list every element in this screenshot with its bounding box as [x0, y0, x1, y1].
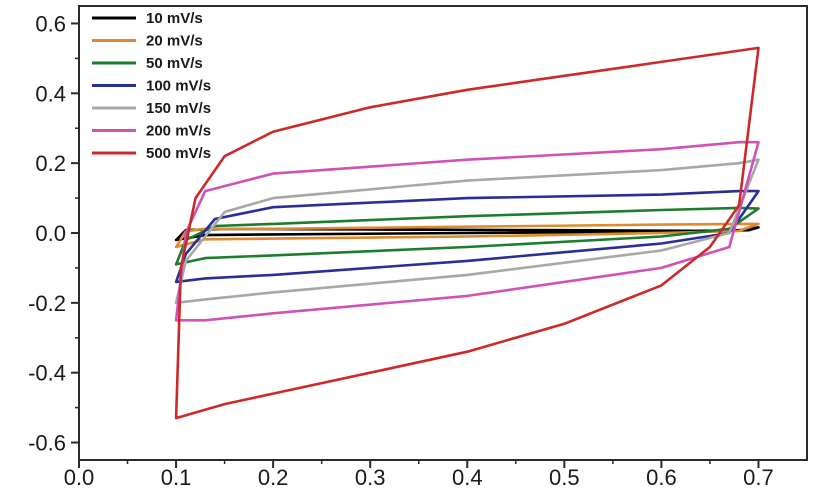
legend-label: 500 mV/s [146, 145, 211, 162]
series-line [174, 158, 760, 305]
series-line [174, 46, 760, 420]
legend-item: 150 mV/s [92, 100, 211, 117]
legend: 10 mV/s 20 mV/s 50 mV/s 100 mV/s 150 mV/s 200… [92, 10, 211, 162]
legend-item: 20 mV/s [92, 33, 203, 50]
y-tick-label: 0.2 [35, 151, 66, 176]
legend-label: 200 mV/s [146, 123, 211, 140]
legend-label: 10 mV/s [146, 10, 203, 27]
plot-frame [78, 5, 808, 461]
legend-label: 150 mV/s [146, 100, 211, 117]
series-line [174, 222, 760, 249]
series-line [174, 206, 760, 266]
y-tick-label: 0.4 [35, 81, 66, 106]
legend-label: 50 mV/s [146, 55, 203, 72]
legend-item: 100 mV/s [92, 78, 211, 95]
x-tick-label: 0.1 [161, 465, 192, 490]
legend-item: 500 mV/s [92, 145, 211, 162]
x-tick-label: 0.2 [258, 465, 289, 490]
y-tick-label: 0.6 [35, 11, 66, 36]
plot-series [174, 46, 760, 420]
series-line [174, 140, 760, 322]
y-tick-label: -0.2 [28, 291, 66, 316]
y-tick-label: -0.6 [28, 431, 66, 456]
y-tick-label: 0.0 [35, 221, 66, 246]
y-axis: 0.6 0.4 0.2 0.0 -0.2 -0.4 -0.6 [28, 11, 79, 456]
legend-label: 100 mV/s [146, 78, 211, 95]
x-tick-label: 0.0 [64, 465, 95, 490]
legend-item: 200 mV/s [92, 123, 211, 140]
legend-item: 10 mV/s [92, 10, 203, 27]
x-tick-label: 0.4 [452, 465, 483, 490]
x-tick-label: 0.6 [646, 465, 677, 490]
x-tick-label: 0.3 [355, 465, 386, 490]
legend-item: 50 mV/s [92, 55, 203, 72]
y-tick-label: -0.4 [28, 361, 66, 386]
series-line [174, 189, 760, 284]
legend-label: 20 mV/s [146, 33, 203, 50]
x-tick-label: 0.5 [549, 465, 580, 490]
x-tick-label: 0.7 [743, 465, 774, 490]
x-axis: 0.0 0.1 0.2 0.3 0.4 0.5 0.6 0.7 [64, 460, 774, 490]
